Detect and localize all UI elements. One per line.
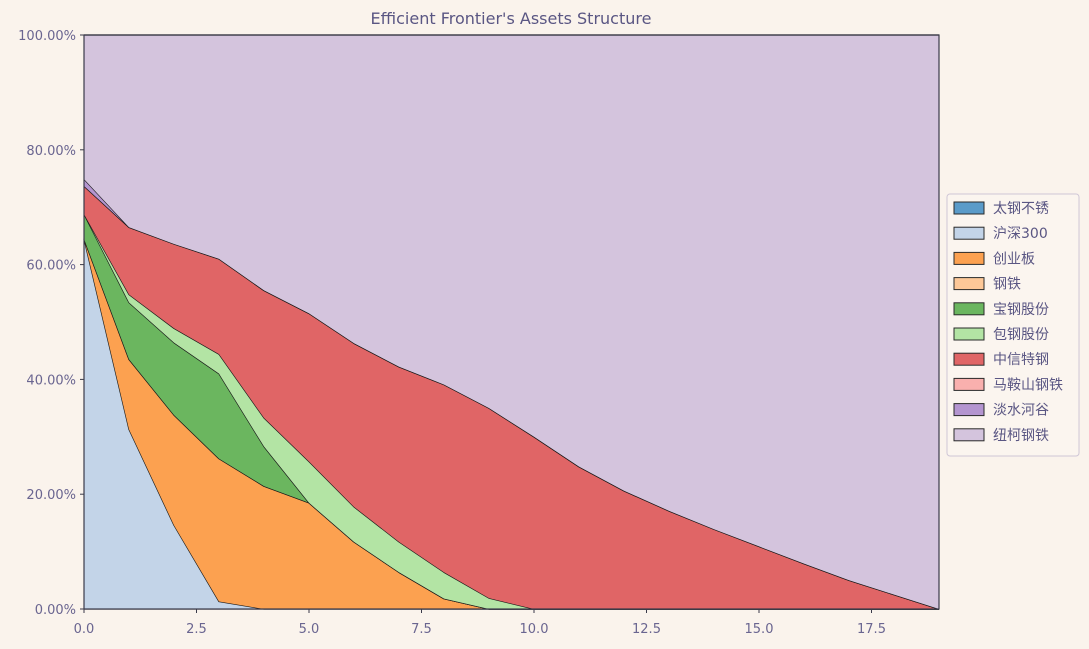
x-tick-label: 17.5 [857, 622, 886, 637]
y-tick-label: 80.00% [26, 144, 76, 159]
x-tick-label: 12.5 [632, 622, 661, 637]
y-tick-label: 100.00% [18, 29, 76, 44]
legend-label: 太钢不锈 [993, 201, 1049, 217]
legend-swatch [953, 201, 985, 215]
area-edge-8 [83, 178, 940, 610]
legend-swatch [953, 428, 985, 442]
x-tick-label: 0.0 [74, 622, 95, 637]
x-tick-label: 7.5 [411, 622, 432, 637]
legend-label: 宝钢股份 [993, 302, 1049, 318]
legend-swatch [953, 251, 985, 265]
area-series-5 [84, 214, 939, 609]
legend-label: 钢铁 [993, 277, 1021, 293]
chart-title: Efficient Frontier's Assets Structure [371, 9, 652, 28]
area-series-1 [84, 238, 939, 609]
legend-label: 马鞍山钢铁 [993, 377, 1063, 393]
legend-swatch [953, 403, 985, 417]
y-tick-label: 20.00% [26, 488, 76, 503]
area-series-2 [84, 238, 939, 609]
y-tick-label: 0.00% [35, 603, 76, 618]
legend-swatch [953, 352, 985, 366]
legend-swatch [953, 226, 985, 240]
legend-label: 中信特钢 [993, 352, 1049, 368]
legend-label: 创业板 [993, 251, 1035, 267]
area-series-6 [84, 185, 939, 609]
x-tick-label: 15.0 [745, 622, 774, 637]
y-tick-label: 60.00% [26, 259, 76, 274]
x-tick-label: 2.5 [186, 622, 207, 637]
legend-swatch [953, 277, 985, 291]
plot-frame [83, 34, 940, 610]
x-tick-label: 10.0 [520, 622, 549, 637]
area-series-9 [84, 35, 939, 609]
legend-label: 纽柯钢铁 [993, 428, 1049, 444]
y-tick-label: 40.00% [26, 373, 76, 388]
legend-label: 淡水河谷 [993, 403, 1049, 419]
legend-swatch [953, 377, 985, 391]
legend-label: 包钢股份 [993, 327, 1049, 343]
legend-swatch [953, 302, 985, 316]
x-tick-label: 5.0 [299, 622, 320, 637]
legend-swatch [953, 327, 985, 341]
legend-label: 沪深300 [993, 226, 1048, 242]
